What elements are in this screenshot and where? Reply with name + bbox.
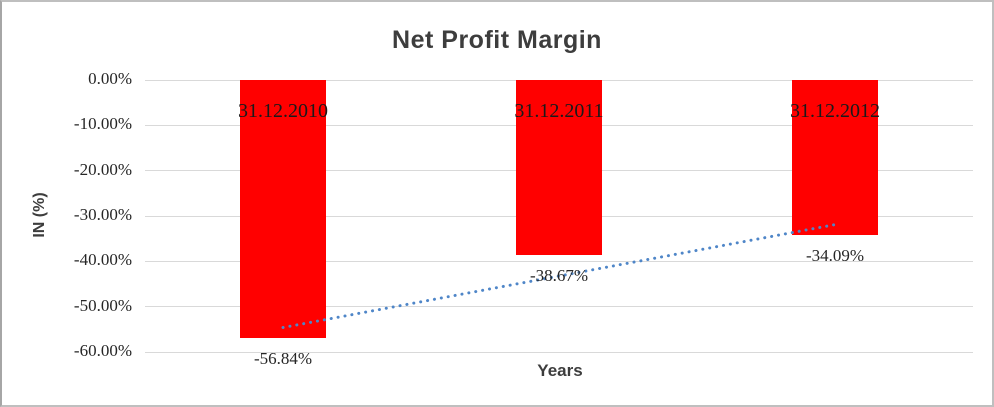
y-tick-label: -10.00% (73, 114, 132, 134)
gridline (145, 351, 973, 353)
bar-category-label: 31.12.2012 (790, 100, 880, 122)
y-tick-label: -60.00% (73, 341, 132, 360)
bar-value-label: -38.67% (529, 266, 589, 286)
y-tick-label: 0.00% (88, 69, 132, 88)
y-tick-label: -40.00% (73, 250, 132, 270)
bar-category-label: 31.12.2010 (238, 100, 328, 122)
bar-category-label: 31.12.2011 (514, 100, 604, 122)
y-tick-label: -50.00% (73, 295, 132, 315)
y-tick-label: -30.00% (73, 205, 132, 224)
y-tick-label: -20.00% (73, 159, 132, 179)
bar-value-label: -56.84% (253, 348, 313, 368)
x-axis-title: Years (537, 361, 583, 380)
bar (792, 80, 878, 235)
bar-value-label: -34.09% (805, 245, 865, 265)
chart-title: Net Profit Margin (392, 26, 602, 54)
